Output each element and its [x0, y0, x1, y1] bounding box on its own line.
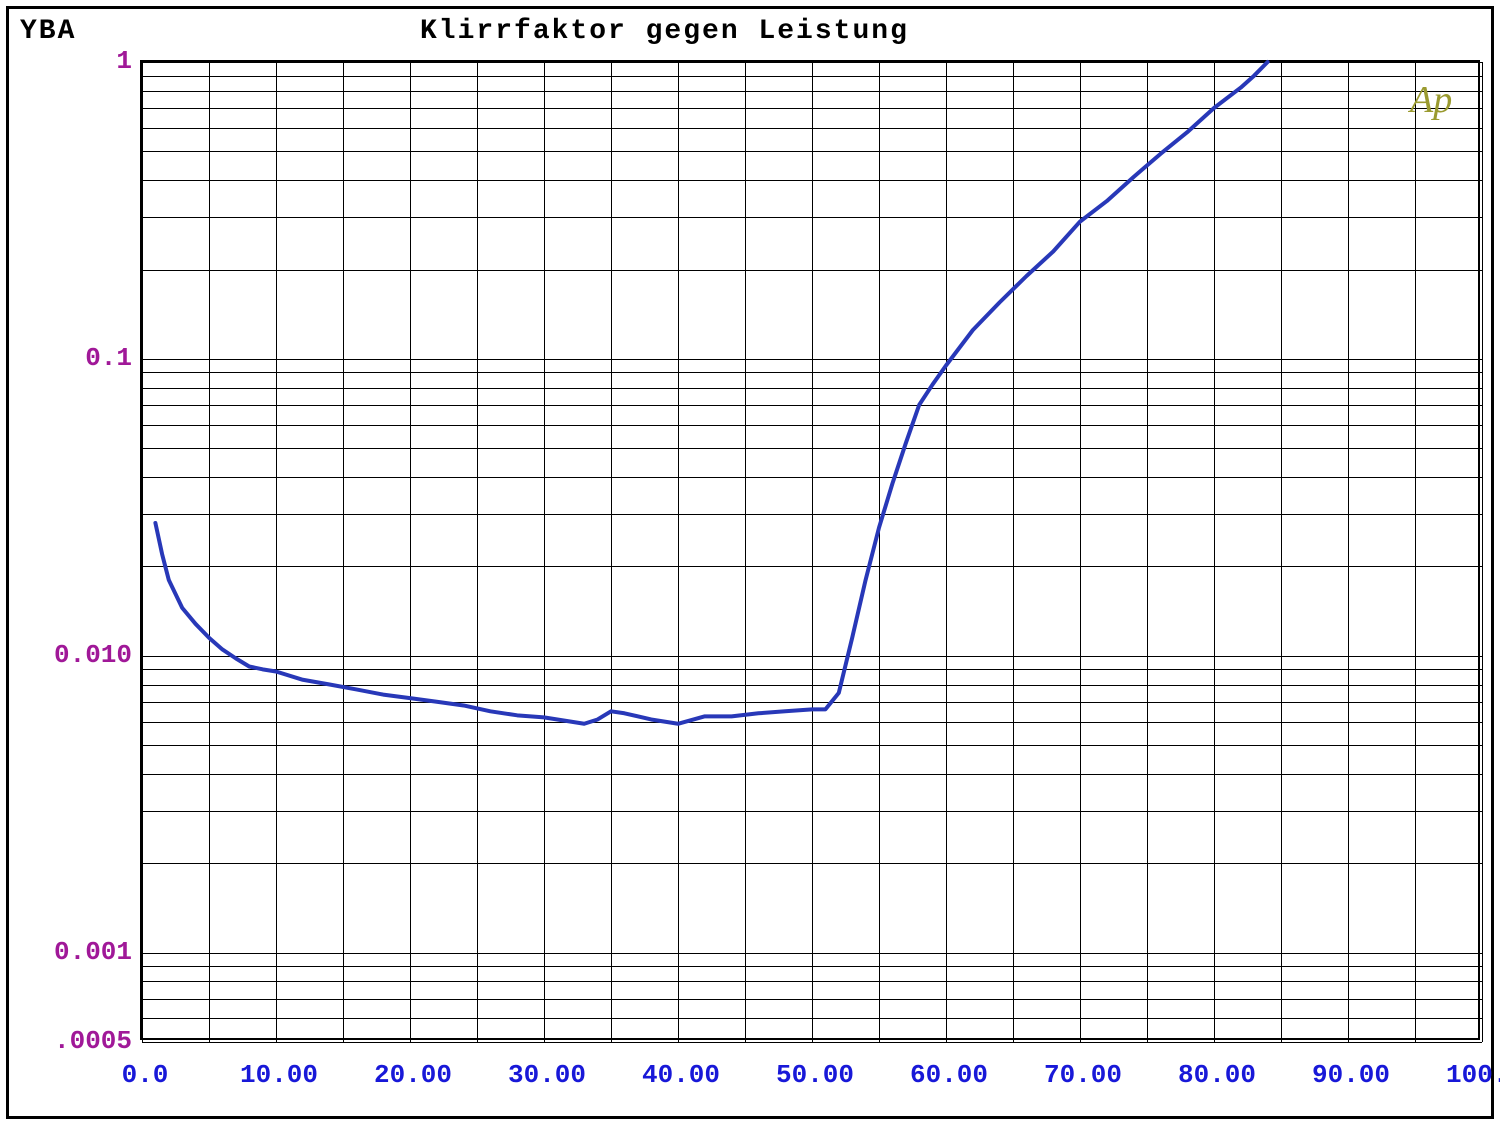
y-tick-label: 0.1 [20, 343, 132, 373]
grid-line-vertical [1482, 62, 1483, 1042]
x-tick-label: 50.00 [770, 1060, 860, 1090]
chart-container: YBA Klirrfaktor gegen Leistung Ap 0.010.… [0, 0, 1500, 1125]
x-tick-label: 0.0 [100, 1060, 190, 1090]
y-tick-label: 0.001 [20, 937, 132, 967]
brand-label: YBA [20, 16, 76, 47]
y-tick-label: .0005 [20, 1026, 132, 1056]
x-tick-label: 10.00 [234, 1060, 324, 1090]
series-line [142, 62, 1482, 1042]
grid-line-horizontal [142, 1042, 1482, 1043]
y-tick-label: 0.010 [20, 640, 132, 670]
x-tick-label: 90.00 [1306, 1060, 1396, 1090]
x-tick-label: 20.00 [368, 1060, 458, 1090]
x-tick-label: 60.00 [904, 1060, 994, 1090]
x-tick-label: 70.00 [1038, 1060, 1128, 1090]
plot-area [140, 60, 1480, 1040]
y-tick-label: 1 [20, 46, 132, 76]
chart-title: Klirrfaktor gegen Leistung [420, 16, 909, 47]
x-tick-label: 40.00 [636, 1060, 726, 1090]
x-tick-label: 30.00 [502, 1060, 592, 1090]
watermark-label: Ap [1410, 78, 1452, 122]
x-tick-label: 100.0 [1440, 1060, 1500, 1090]
x-tick-label: 80.00 [1172, 1060, 1262, 1090]
